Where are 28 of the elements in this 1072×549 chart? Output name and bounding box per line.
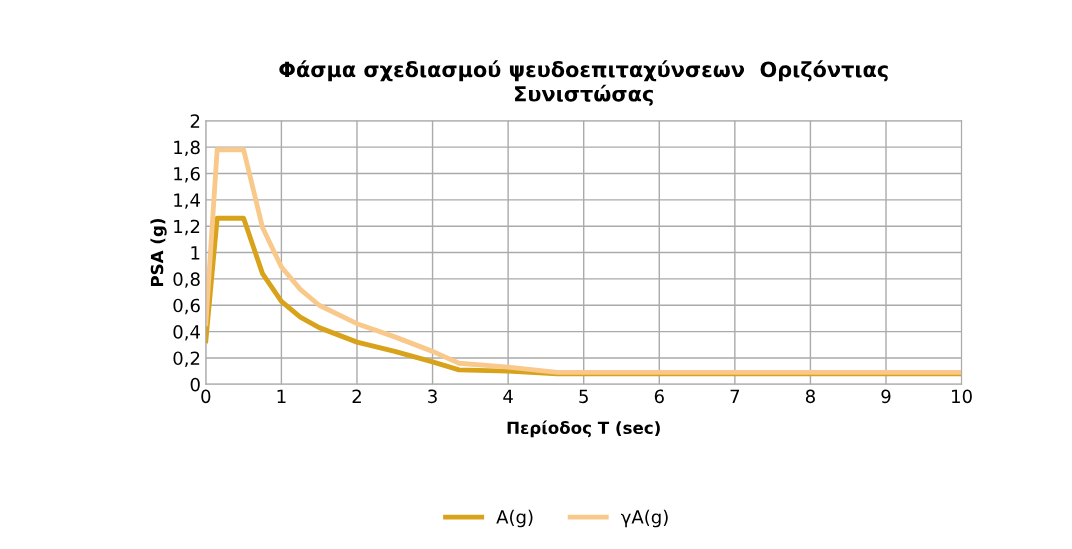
y-tick-label: 1,8 xyxy=(174,140,200,157)
y-axis-title: PSA (g) xyxy=(150,218,167,287)
y-tick-label: 0,6 xyxy=(173,298,200,315)
line-series xyxy=(205,147,962,375)
chart-title: Φάσμα σχεδιασμού ψευδοεπιταχύνσεων Οριζόντιας Συνιστώσας xyxy=(279,60,888,106)
x-tick-label: 4 xyxy=(503,389,513,403)
x-tick-label: 9 xyxy=(881,389,891,404)
y-tick-label: 1,6 xyxy=(174,166,200,183)
x-tick-label: 8 xyxy=(805,389,815,404)
y-tick-label: 0,8 xyxy=(173,272,200,288)
y-tick-label: 1,2 xyxy=(174,219,200,236)
y-tick-label: 2 xyxy=(190,114,200,128)
x-tick-label: 3 xyxy=(428,389,437,404)
y-tick-label: 1,4 xyxy=(174,193,200,209)
y-tick-label: 0 xyxy=(190,377,200,392)
y-tick-label: 0,4 xyxy=(173,325,200,341)
legend-label: γA(g) xyxy=(620,509,668,528)
x-axis-title: Περίοδος T (sec) xyxy=(507,420,660,438)
x-tick-label: 1 xyxy=(277,389,286,403)
x-tick-label: 0 xyxy=(201,389,211,404)
x-tick-label: 2 xyxy=(352,389,361,403)
x-tick-label: 6 xyxy=(654,389,664,404)
y-tick-label: 1 xyxy=(191,246,200,260)
x-tick-label: 10 xyxy=(952,389,972,404)
y-tick-label: 0,2 xyxy=(173,351,200,367)
x-tick-label: 7 xyxy=(730,389,740,403)
legend-label: A(g) xyxy=(496,509,533,528)
x-tick-label: 5 xyxy=(579,389,588,404)
